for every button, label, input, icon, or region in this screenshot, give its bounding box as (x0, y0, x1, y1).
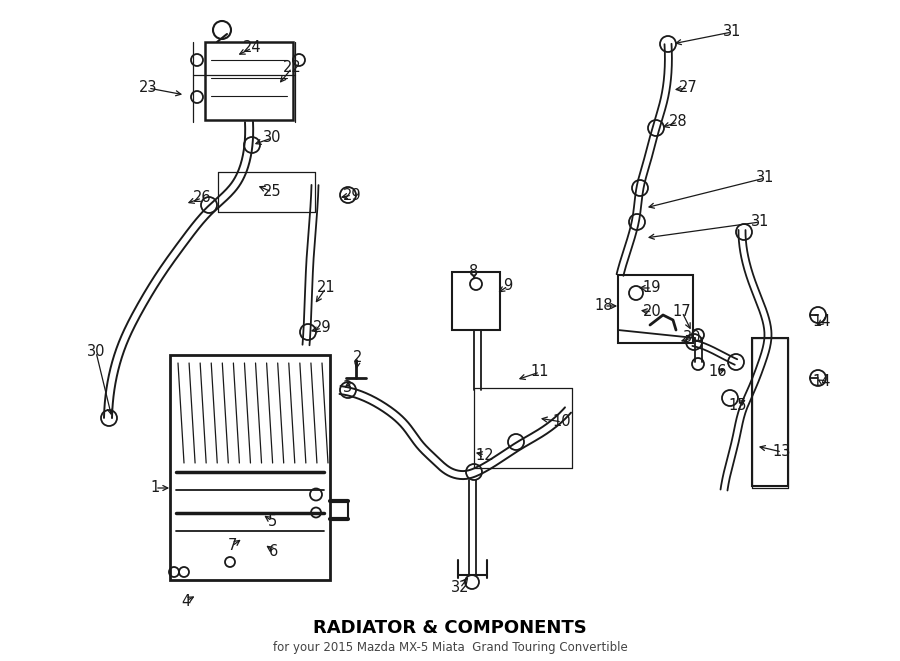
Text: 20: 20 (643, 305, 662, 319)
Text: 13: 13 (773, 444, 791, 459)
Text: 31: 31 (723, 24, 742, 40)
Text: 1: 1 (150, 481, 159, 496)
Text: 2: 2 (354, 350, 363, 366)
Text: 3: 3 (344, 381, 353, 395)
Bar (618, 275, 693, 343)
Text: 31: 31 (751, 215, 770, 229)
Text: 21: 21 (317, 280, 336, 295)
Text: 15: 15 (729, 397, 747, 412)
Text: 30: 30 (263, 130, 281, 145)
Text: 28: 28 (669, 114, 688, 130)
Text: 27: 27 (679, 81, 698, 95)
Text: 10: 10 (553, 414, 572, 430)
Text: 7: 7 (228, 539, 237, 553)
Bar (752, 338, 788, 486)
Text: 22: 22 (283, 61, 302, 75)
Text: 26: 26 (193, 190, 212, 206)
Text: 25: 25 (263, 184, 282, 200)
Text: 18: 18 (595, 299, 613, 313)
Text: 9: 9 (503, 278, 513, 293)
Text: 32: 32 (451, 580, 469, 596)
Text: 8: 8 (470, 264, 479, 280)
Text: 19: 19 (643, 280, 662, 295)
Text: 4: 4 (182, 594, 191, 609)
Text: 14: 14 (813, 375, 832, 389)
Text: 29: 29 (343, 188, 361, 202)
Bar (170, 355, 330, 580)
Text: 14: 14 (813, 315, 832, 329)
Bar (205, 42, 293, 120)
Text: RADIATOR & COMPONENTS: RADIATOR & COMPONENTS (313, 619, 587, 637)
Bar (452, 272, 500, 330)
Text: 11: 11 (531, 364, 549, 379)
Text: 29: 29 (312, 321, 331, 336)
Text: 6: 6 (269, 543, 279, 559)
Text: 16: 16 (709, 364, 727, 379)
Text: 12: 12 (476, 447, 494, 463)
Text: 31: 31 (756, 171, 774, 186)
Text: 23: 23 (139, 81, 158, 95)
Text: 17: 17 (672, 305, 691, 319)
Text: 24: 24 (243, 40, 261, 56)
Text: 30: 30 (683, 330, 701, 346)
Text: 30: 30 (86, 344, 105, 360)
Text: 5: 5 (267, 514, 276, 529)
Text: for your 2015 Mazda MX-5 Miata  Grand Touring Convertible: for your 2015 Mazda MX-5 Miata Grand Tou… (273, 641, 627, 654)
